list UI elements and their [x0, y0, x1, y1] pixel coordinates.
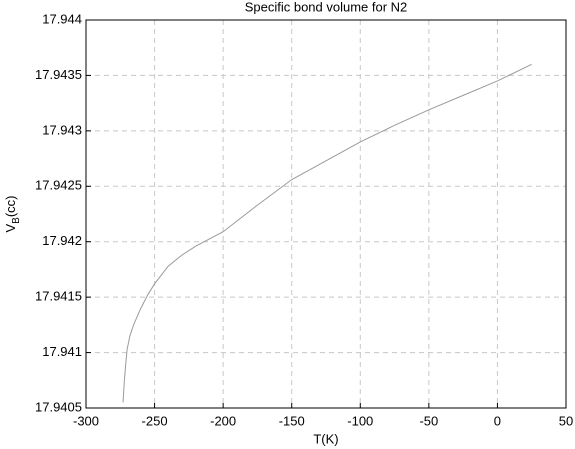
y-label-main: V — [3, 224, 18, 233]
y-tick-label: 17.9425 — [35, 178, 82, 193]
y-tick-label: 17.9415 — [35, 289, 82, 304]
data-line — [122, 63, 532, 403]
y-tick-label: 17.9405 — [35, 399, 82, 414]
x-tick-label: -100 — [347, 413, 373, 428]
y-tick-label: 17.943 — [42, 122, 82, 137]
chart-title: Specific bond volume for N2 — [245, 0, 408, 14]
x-tick-label: 0 — [494, 413, 501, 428]
y-tick-label: 17.941 — [42, 344, 82, 359]
x-tick-label: -300 — [73, 413, 99, 428]
x-tick-label: 50 — [559, 413, 573, 428]
y-label-unit: (cc) — [3, 195, 18, 217]
x-tick-label: -50 — [419, 413, 438, 428]
y-tick-label: 17.9435 — [35, 67, 82, 82]
plot-frame — [85, 19, 567, 409]
x-tick-label: -200 — [210, 413, 236, 428]
y-label-sub: B — [11, 217, 22, 224]
y-tick-label: 17.944 — [42, 11, 82, 26]
x-tick-label: -150 — [279, 413, 305, 428]
x-axis-label: T(K) — [313, 431, 338, 446]
y-tick-label: 17.942 — [42, 233, 82, 248]
x-tick-label: -250 — [142, 413, 168, 428]
y-axis-label: VB(cc) — [3, 195, 21, 232]
